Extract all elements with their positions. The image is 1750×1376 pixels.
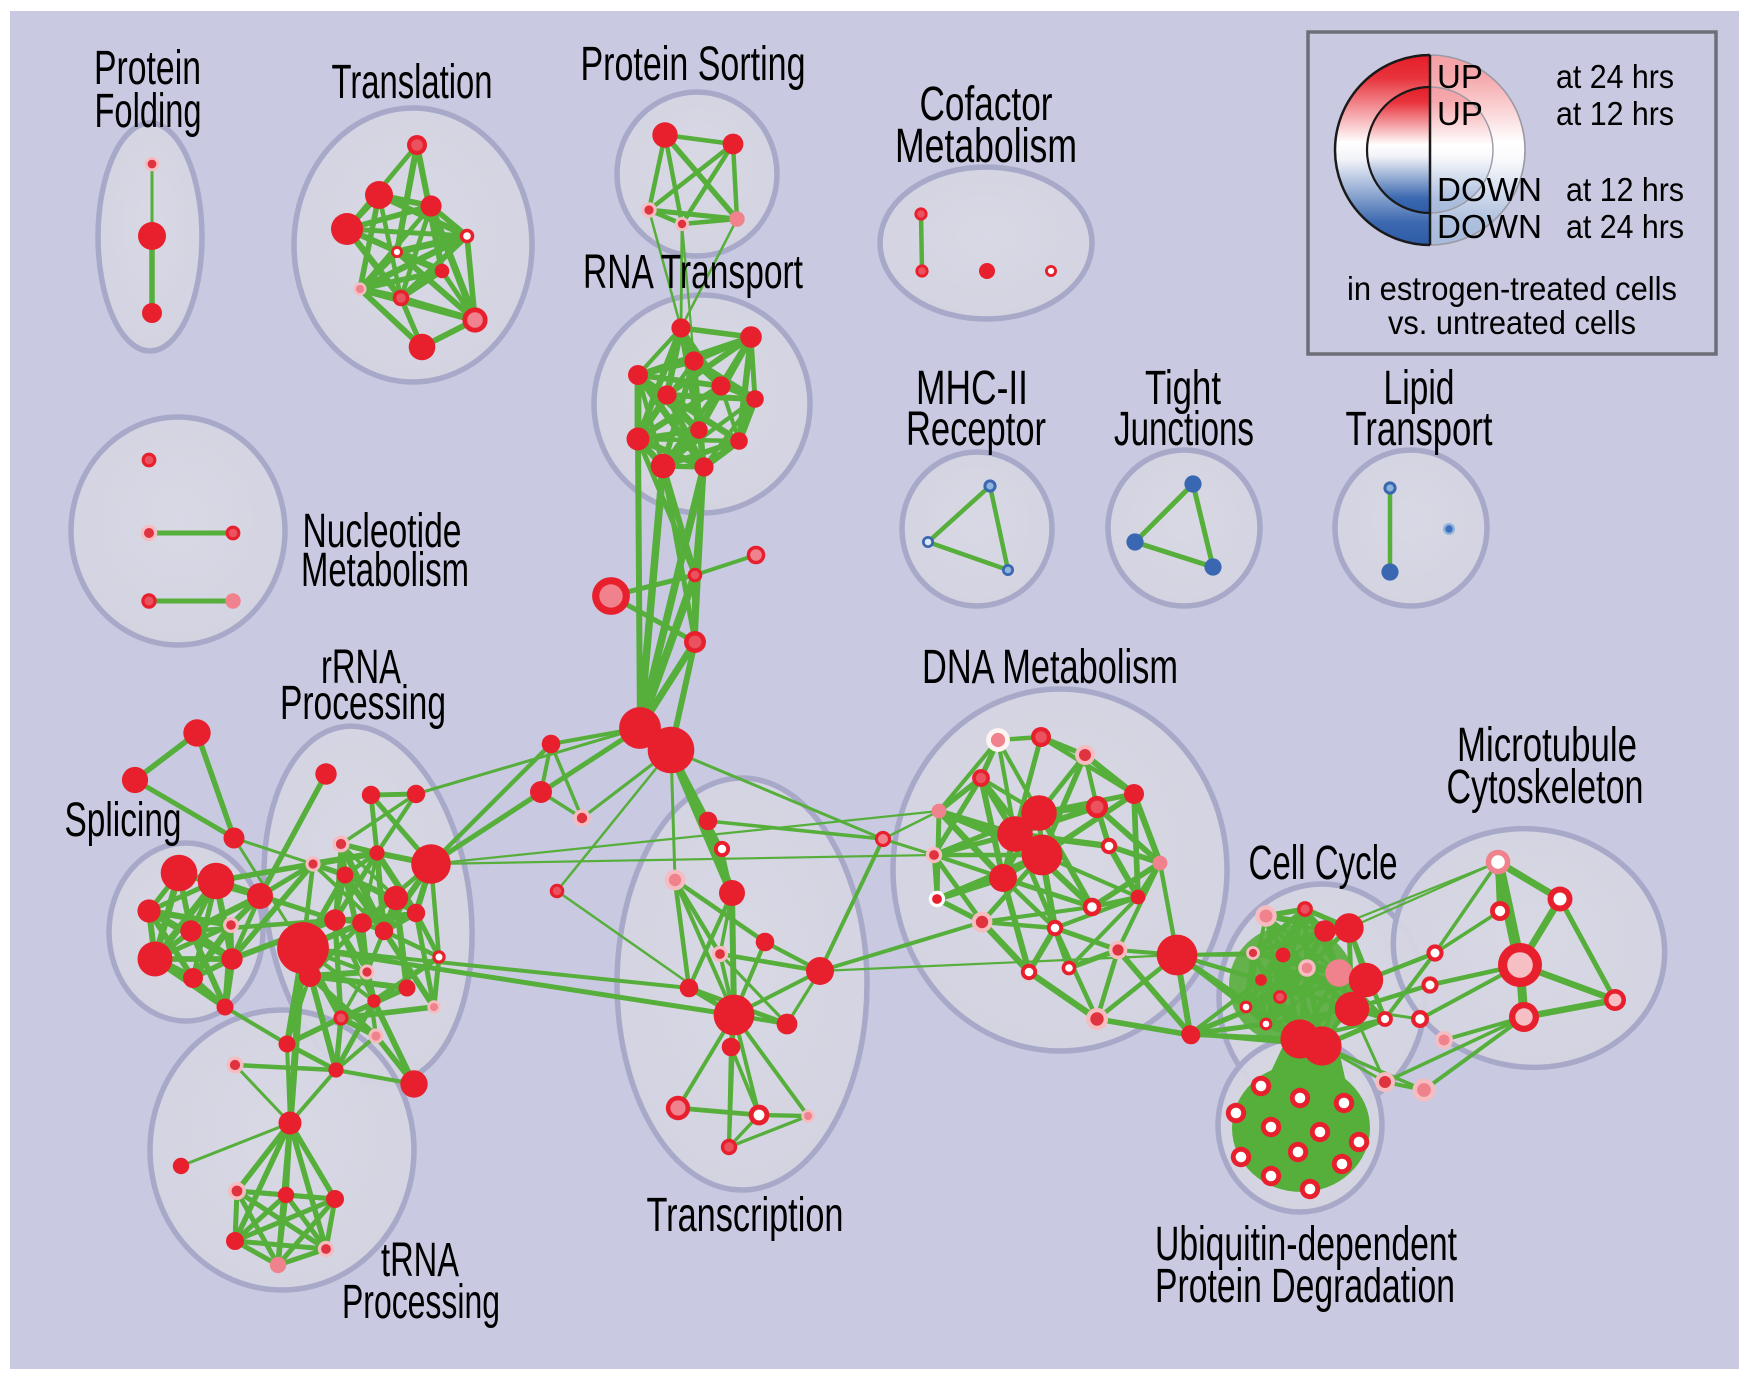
svg-text:DOWN: DOWN	[1437, 171, 1542, 208]
svg-text:vs. untreated cells: vs. untreated cells	[1388, 304, 1636, 341]
svg-text:UP: UP	[1437, 58, 1483, 95]
svg-text:Junctions: Junctions	[1114, 403, 1254, 456]
svg-text:Metabolism: Metabolism	[301, 544, 469, 597]
svg-text:Protein: Protein	[94, 42, 201, 95]
svg-text:Metabolism: Metabolism	[895, 120, 1077, 173]
svg-text:in estrogen-treated cells: in estrogen-treated cells	[1347, 270, 1677, 307]
svg-text:DOWN: DOWN	[1437, 208, 1542, 245]
svg-text:Cytoskeleton: Cytoskeleton	[1447, 761, 1644, 814]
svg-text:Protein Degradation: Protein Degradation	[1155, 1260, 1455, 1313]
svg-text:RNA Transport: RNA Transport	[583, 246, 803, 299]
svg-text:Cell Cycle: Cell Cycle	[1249, 837, 1398, 890]
svg-text:MHC-II: MHC-II	[916, 362, 1028, 415]
svg-text:Transcription: Transcription	[647, 1189, 844, 1242]
svg-text:Microtubule: Microtubule	[1457, 719, 1637, 772]
svg-text:Cofactor: Cofactor	[920, 78, 1053, 131]
svg-text:Processing: Processing	[342, 1276, 500, 1329]
svg-text:Lipid: Lipid	[1384, 362, 1455, 415]
svg-text:Folding: Folding	[95, 85, 202, 138]
svg-text:Splicing: Splicing	[65, 794, 182, 847]
svg-text:Tight: Tight	[1145, 362, 1221, 415]
svg-text:Nucleotide: Nucleotide	[303, 505, 462, 558]
svg-text:at 24 hrs: at 24 hrs	[1566, 208, 1684, 245]
svg-text:Processing: Processing	[280, 677, 446, 730]
svg-text:Transport: Transport	[1346, 403, 1493, 456]
svg-text:at 12 hrs: at 12 hrs	[1556, 95, 1674, 132]
svg-text:Translation: Translation	[332, 56, 493, 109]
svg-text:UP: UP	[1437, 95, 1483, 132]
svg-text:Ubiquitin-dependent: Ubiquitin-dependent	[1155, 1218, 1457, 1271]
svg-text:at 12 hrs: at 12 hrs	[1566, 171, 1684, 208]
svg-text:tRNA: tRNA	[381, 1234, 459, 1287]
svg-text:Receptor: Receptor	[906, 403, 1046, 456]
svg-text:at 24 hrs: at 24 hrs	[1556, 58, 1674, 95]
svg-text:DNA Metabolism: DNA Metabolism	[922, 641, 1178, 694]
svg-text:rRNA: rRNA	[321, 641, 401, 694]
svg-text:Protein Sorting: Protein Sorting	[581, 38, 806, 91]
